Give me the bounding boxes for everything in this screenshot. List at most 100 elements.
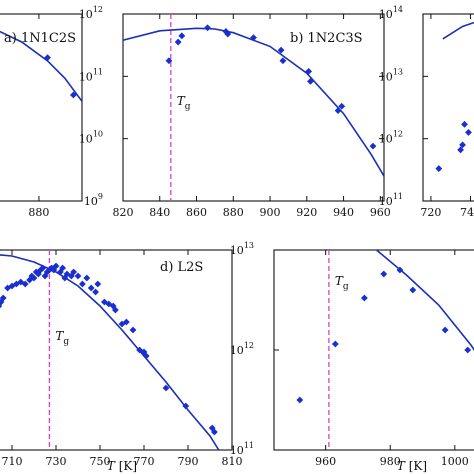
x-tick-label: 730 [46,455,67,468]
x-tick-label: 960 [315,455,336,468]
data-point [409,286,417,294]
data-point [162,384,170,392]
data-point [457,146,464,154]
panel-1: 880 a) 1N1C2S [0,13,83,219]
data-point [441,326,449,334]
data-point [43,268,51,276]
data-point [435,165,443,172]
data-point [118,320,126,328]
x-tick-label: 750 [90,455,111,468]
plot-frame [0,249,233,451]
x-tick-label: 810 [222,455,243,468]
data-point [69,91,77,99]
data-point [61,274,69,282]
data-point [178,32,186,40]
y-tick-label: 1010 [79,130,103,146]
panel-label: d) L2S [160,260,203,275]
data-point [87,284,95,292]
x-tick-label: 770 [134,455,155,468]
x-tick-label: 840 [149,206,170,219]
data-point [136,346,143,354]
data-point [74,272,82,280]
data-point [140,348,148,356]
data-point [459,141,466,149]
data-point [123,318,130,326]
plot-frame [273,249,474,451]
data-point [94,280,102,288]
data-point [250,34,257,42]
y-tick-label: 1012 [379,130,403,146]
data-point [50,266,58,274]
data-point [46,266,53,274]
data-point [68,272,75,280]
data-point [465,129,472,136]
data-point [8,282,16,290]
clipped-content [435,21,474,172]
data-point [296,396,304,404]
data-point [204,24,211,32]
x-tick-label: 960 [370,206,391,219]
data-point [211,428,218,436]
data-point [26,276,33,284]
data-point [0,298,5,306]
data-point [305,67,313,75]
data-point [79,280,86,288]
panel-2: 820 840 860 880 900 920 940 960 109 1010 1011 1012 T… [79,5,391,219]
y-tick-label: 1013 [230,241,254,257]
y-tick-label: 1011 [230,441,254,457]
panel-label: a) 1N1C2S [4,31,76,46]
data-point [464,346,472,354]
data-point [279,57,287,65]
plot-frame [0,13,83,202]
data-point [35,270,42,278]
data-point [361,294,368,302]
data-point [32,268,40,276]
clipped-content [0,30,82,102]
data-point [0,294,7,302]
data-point [112,306,119,314]
data-point [277,46,285,54]
y-tick-label: 1014 [379,5,403,21]
plot-frame [422,13,474,202]
x-tick-label: 820 [113,206,134,219]
data-point [334,107,342,115]
x-tick-label: 980 [380,455,401,468]
clipped-content [123,24,384,177]
x-tick-label: 900 [260,206,281,219]
data-point [396,266,404,274]
y-tick-label: 1013 [379,67,403,83]
panel-4: 710 730 750 770 790 810 Tg d) L2S [0,249,243,468]
data-point [369,142,377,150]
data-point [4,284,11,292]
data-point [129,326,137,334]
data-point [92,288,99,296]
data-point [174,38,182,46]
data-point [109,302,117,310]
x-tick-label: 880 [28,206,49,219]
data-point [37,266,44,274]
y-tick-label: 1012 [230,341,254,357]
tg-label: Tg [177,94,191,112]
data-point [105,300,113,308]
x-tick-label: 720 [420,206,441,219]
data-point [21,280,29,288]
data-point [380,270,388,278]
tg-label: Tg [55,329,69,347]
clipped-content [0,254,220,450]
data-point [13,280,20,288]
data-point [52,262,60,270]
fit-curve [442,21,474,40]
fit-curve [0,30,82,102]
x-tick-label: 940 [333,206,354,219]
data-point [101,298,108,306]
fit-curve [0,254,220,450]
data-point [331,340,339,348]
fit-curve [375,250,474,352]
y-tick-label: 1012 [79,5,103,21]
panel-5: 960 980 1000 1011 1012 1013 Tg [230,241,474,468]
data-point [48,264,55,272]
data-point [70,268,77,276]
x-tick-label: 710 [2,455,23,468]
data-point [224,30,232,38]
